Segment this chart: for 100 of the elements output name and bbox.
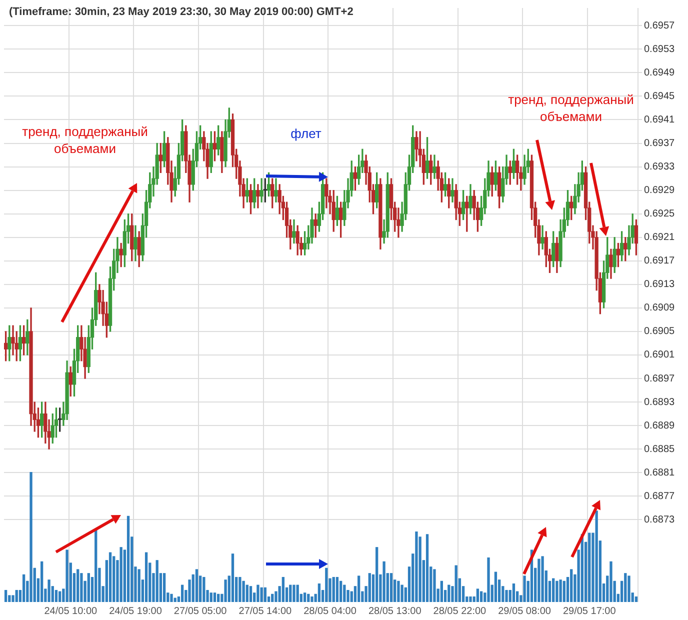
y-tick-label: 0.6945	[644, 90, 676, 102]
y-tick-label: 0.6917	[644, 256, 676, 267]
x-tick-label: 29/05 08:00	[498, 606, 552, 617]
bar	[634, 596, 638, 602]
y-tick-label: 0.6893	[644, 396, 676, 408]
y-tick-label: 0.6933	[644, 162, 676, 173]
bar	[202, 576, 206, 602]
bar	[390, 573, 393, 602]
bar	[426, 534, 429, 602]
bar	[246, 584, 248, 602]
bar	[469, 596, 472, 602]
y-tick-label: 0.6909	[644, 302, 676, 314]
bar	[242, 580, 245, 602]
y-tick-label: 0.6897	[644, 373, 676, 384]
bar	[4, 590, 8, 602]
annotation: флет	[290, 125, 322, 142]
y-tick-label: 0.6929	[644, 185, 676, 196]
x-tick-label: 28/05 22:00	[433, 606, 487, 617]
bar	[336, 576, 339, 602]
bar	[271, 594, 274, 602]
bar	[307, 594, 310, 602]
bar	[213, 592, 216, 602]
bar	[552, 578, 555, 602]
bar	[80, 573, 83, 602]
bar	[282, 576, 285, 602]
bar	[368, 573, 371, 602]
bar	[108, 552, 112, 602]
bar	[318, 583, 321, 602]
annotation: тренд, поддержаный объемами	[508, 92, 634, 124]
bar	[512, 583, 516, 602]
x-tick-label: 27/05 05:00	[174, 606, 228, 617]
y-tick-label: 0.6949	[644, 67, 676, 78]
bar	[415, 531, 418, 602]
bar	[538, 558, 540, 602]
y-tick-label: 0.6885	[644, 444, 676, 455]
x-tick-label: 27/05 14:00	[238, 606, 292, 617]
bar	[58, 591, 62, 602]
bar	[357, 576, 360, 602]
bar	[400, 584, 404, 602]
bar	[231, 554, 234, 602]
y-tick-label: 0.6925	[644, 208, 676, 220]
bar	[487, 557, 490, 602]
bar	[559, 580, 562, 602]
bar	[195, 569, 198, 602]
y-tick-label: 0.6953	[644, 44, 676, 55]
bar	[54, 590, 58, 602]
bar	[217, 594, 220, 602]
bar	[144, 552, 148, 602]
bar	[260, 587, 263, 602]
bar	[264, 587, 266, 602]
bar	[376, 547, 378, 602]
bar	[296, 584, 299, 602]
x-tick-label: 29/05 17:00	[562, 606, 616, 617]
bar	[541, 556, 544, 602]
bar	[628, 576, 630, 602]
bar	[30, 472, 32, 602]
bar	[156, 560, 158, 602]
bar	[397, 580, 400, 602]
y-tick-label: 0.6921	[644, 232, 676, 244]
bar	[180, 584, 184, 602]
bar	[162, 573, 166, 602]
bar	[339, 580, 342, 602]
bar	[289, 584, 292, 602]
bar	[588, 532, 591, 602]
y-tick-label: 0.6873	[644, 514, 676, 526]
bar	[448, 584, 450, 602]
y-tick-label: 0.6889	[644, 420, 676, 432]
bar	[224, 580, 227, 602]
chart-title: (Timeframe: 30min, 23 May 2019 23:30, 30 May 2019 00:00) GMT+2	[9, 6, 354, 18]
bar	[112, 556, 116, 602]
bar	[15, 590, 18, 602]
y-tick-label: 0.6881	[644, 467, 676, 478]
bar	[332, 576, 335, 602]
bar	[126, 516, 130, 602]
bar	[22, 574, 26, 602]
bar	[570, 569, 573, 602]
bar	[210, 592, 212, 602]
bar	[66, 550, 68, 602]
y-tick-label: 0.6937	[644, 138, 676, 150]
x-tick-label: 24/05 19:00	[109, 606, 162, 617]
x-tick-label: 28/05 04:00	[304, 606, 357, 617]
y-tick-label: 0.6957	[644, 20, 676, 32]
bar	[40, 561, 44, 602]
bar	[249, 586, 252, 602]
bar	[48, 580, 50, 602]
bar	[454, 565, 458, 602]
bar	[494, 572, 498, 602]
bar	[238, 576, 242, 602]
bar	[170, 594, 173, 602]
bar	[523, 576, 526, 602]
bar	[480, 591, 483, 602]
bar	[303, 592, 306, 602]
bar	[440, 580, 444, 602]
y-tick-label: 0.6901	[644, 350, 676, 361]
y-tick-label: 0.6913	[644, 279, 676, 290]
bar	[120, 547, 122, 602]
bar	[138, 569, 140, 602]
bar	[624, 573, 627, 602]
y-tick-label: 0.6877	[644, 490, 676, 502]
x-tick-label: 28/05 13:00	[368, 606, 422, 617]
